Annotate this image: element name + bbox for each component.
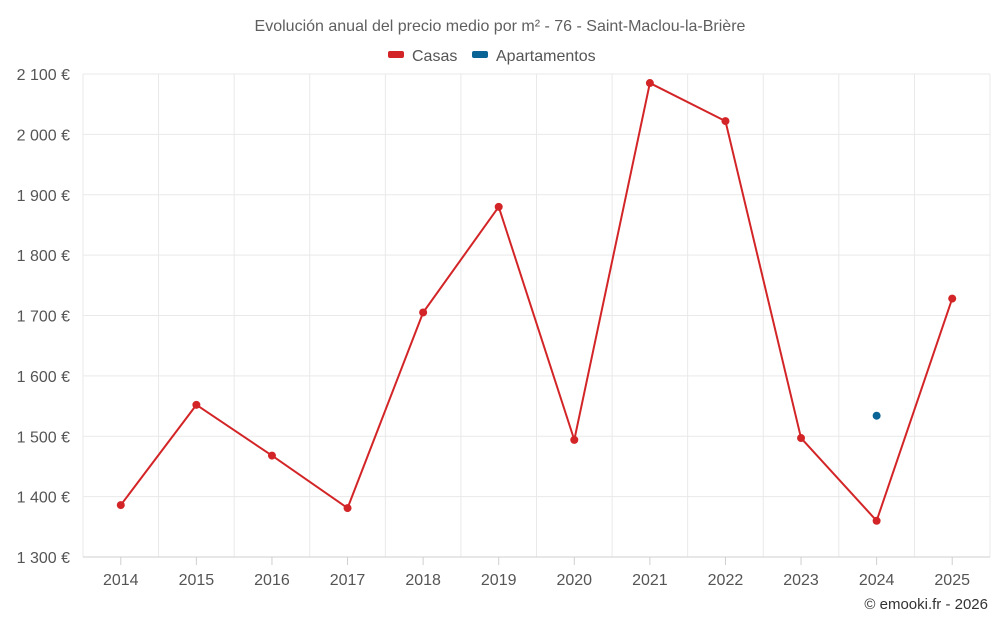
legend-label-casas[interactable]: Casas: [412, 48, 457, 65]
axis-layer: 1 300 € 1 400 € 1 500 € 1 600 € 1 700 € 1 800…: [17, 67, 990, 589]
data-point-casas[interactable]: [948, 294, 957, 303]
legend-swatch-casas[interactable]: [388, 51, 404, 58]
x-tick-label: 2017: [330, 572, 366, 589]
x-tick-label: 2015: [179, 572, 215, 589]
x-tick-label: 2021: [632, 572, 668, 589]
data-point-casas[interactable]: [872, 516, 881, 525]
x-tick-label: 2020: [556, 572, 592, 589]
x-tick-label: 2014: [103, 572, 139, 589]
y-tick-label: 1 700 €: [17, 309, 70, 326]
data-point-casas[interactable]: [721, 117, 730, 126]
y-tick-label: 1 900 €: [17, 188, 70, 205]
data-point-casas[interactable]: [116, 501, 125, 510]
x-tick-label: 2016: [254, 572, 290, 589]
grid-layer: [82, 73, 991, 557]
data-point-casas[interactable]: [645, 79, 654, 88]
data-point-apartamentos[interactable]: [872, 411, 881, 420]
x-tick-label: 2024: [859, 572, 895, 589]
chart-title: Evolución anual del precio medio por m² …: [255, 18, 746, 35]
y-tick-label: 1 500 €: [17, 429, 70, 446]
x-tick-label: 2025: [934, 572, 970, 589]
series-layer: [116, 79, 957, 525]
x-tick-label: 2018: [405, 572, 441, 589]
y-tick-label: 2 000 €: [17, 127, 70, 144]
legend: Casas Apartamentos: [388, 48, 596, 65]
credit-text: © emooki.fr - 2026: [864, 596, 988, 613]
data-point-casas[interactable]: [494, 202, 503, 211]
y-tick-label: 2 100 €: [17, 67, 70, 84]
data-point-casas[interactable]: [570, 435, 579, 444]
y-tick-label: 1 800 €: [17, 248, 70, 265]
series-line-casas: [119, 82, 954, 522]
y-tick-label: 1 400 €: [17, 490, 70, 507]
data-point-casas[interactable]: [343, 504, 352, 513]
x-tick-label: 2019: [481, 572, 517, 589]
data-point-casas[interactable]: [419, 308, 428, 317]
x-tick-label: 2023: [783, 572, 819, 589]
y-tick-label: 1 300 €: [17, 550, 70, 567]
data-point-casas[interactable]: [267, 451, 276, 460]
legend-swatch-apartamentos[interactable]: [472, 51, 488, 58]
y-tick-label: 1 600 €: [17, 369, 70, 386]
legend-label-apartamentos[interactable]: Apartamentos: [496, 48, 596, 65]
data-point-casas[interactable]: [192, 400, 201, 409]
x-tick-label: 2022: [708, 572, 744, 589]
data-point-casas[interactable]: [797, 434, 806, 443]
